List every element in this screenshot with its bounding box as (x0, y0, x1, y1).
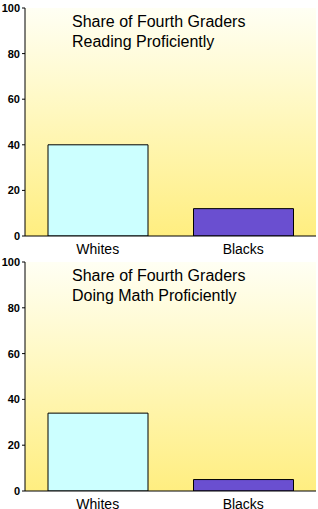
svg-text:40: 40 (8, 393, 20, 405)
svg-text:Whites: Whites (76, 496, 119, 509)
svg-text:100: 100 (8, 256, 20, 268)
svg-text:20: 20 (8, 184, 20, 196)
svg-text:0: 0 (14, 230, 20, 242)
svg-text:60: 60 (8, 93, 20, 105)
svg-text:Blacks: Blacks (223, 241, 264, 254)
svg-text:100: 100 (8, 2, 20, 14)
svg-text:80: 80 (8, 302, 20, 314)
svg-text:Blacks: Blacks (223, 496, 264, 509)
html-text:Share of Fourth Graders Readin: Share of Fourth Graders Reading Proficie… (72, 13, 246, 50)
svg-text:40: 40 (8, 139, 20, 151)
svg-text:Whites: Whites (76, 241, 119, 254)
svg-text:60: 60 (8, 348, 20, 360)
svg-text:80: 80 (8, 48, 20, 60)
svg-text:20: 20 (8, 439, 20, 451)
svg-text:0: 0 (14, 485, 20, 497)
html-text:Share of Fourth Graders Doing: Share of Fourth Graders Doing Math Profi… (72, 267, 246, 304)
